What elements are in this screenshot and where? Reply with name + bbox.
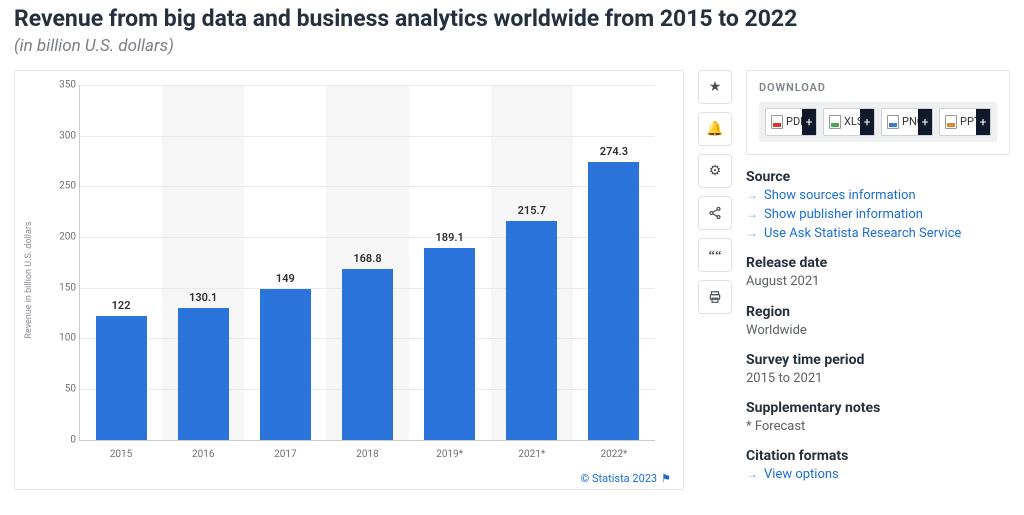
source-link-sources[interactable]: Show sources information bbox=[746, 187, 1010, 206]
source-link-publisher[interactable]: Show publisher information bbox=[746, 206, 1010, 225]
x-tick: 2019* bbox=[410, 449, 490, 460]
grid-line bbox=[80, 136, 655, 137]
share-icon bbox=[708, 206, 722, 220]
quote-icon: ““ bbox=[709, 247, 722, 263]
region-heading: Region bbox=[746, 304, 1010, 320]
download-xls-button[interactable]: XLS+ bbox=[823, 108, 875, 136]
y-axis-label: Revenue in billion U.S. dollars bbox=[24, 221, 34, 338]
gear-icon: ⚙ bbox=[709, 163, 722, 179]
plus-icon: + bbox=[860, 109, 874, 135]
chart-toolbar: ★ 🔔 ⚙ ““ bbox=[698, 70, 732, 497]
source-heading: Source bbox=[746, 169, 1010, 185]
print-icon bbox=[708, 290, 722, 304]
survey-heading: Survey time period bbox=[746, 352, 1010, 368]
x-tick: 2015 bbox=[81, 449, 161, 460]
file-icon bbox=[829, 115, 841, 129]
download-panel: DOWNLOAD PDF+XLS+PNG+PPT+ bbox=[746, 70, 1010, 155]
y-tick: 300 bbox=[46, 130, 76, 141]
x-tick: 2016 bbox=[163, 449, 243, 460]
bar-value-label: 149 bbox=[255, 272, 315, 285]
release-heading: Release date bbox=[746, 255, 1010, 271]
chart-area: 0501001502002503003501222015130.12016149… bbox=[79, 85, 655, 441]
grid-line bbox=[80, 186, 655, 187]
file-icon bbox=[945, 115, 957, 129]
supp-heading: Supplementary notes bbox=[746, 400, 1010, 416]
download-row: PDF+XLS+PNG+PPT+ bbox=[759, 102, 997, 142]
source-block: Source Show sources information Show pub… bbox=[746, 169, 1010, 244]
release-value: August 2021 bbox=[746, 273, 1010, 291]
region-block: Region Worldwide bbox=[746, 304, 1010, 340]
y-tick: 200 bbox=[46, 232, 76, 243]
bar[interactable] bbox=[588, 162, 639, 440]
chart-credit: © Statista 2023⚑ bbox=[581, 472, 671, 485]
file-icon bbox=[771, 115, 783, 129]
chart-panel: Revenue in billion U.S. dollars 05010015… bbox=[14, 70, 684, 490]
x-tick: 2018 bbox=[328, 449, 408, 460]
bar[interactable] bbox=[178, 308, 229, 440]
supp-value: * Forecast bbox=[746, 418, 1010, 436]
x-tick: 2022* bbox=[574, 449, 654, 460]
bar-value-label: 168.8 bbox=[338, 252, 398, 265]
notify-button[interactable]: 🔔 bbox=[698, 112, 732, 146]
y-tick: 350 bbox=[46, 79, 76, 90]
y-tick: 0 bbox=[46, 434, 76, 445]
bar[interactable] bbox=[96, 316, 147, 440]
y-tick: 150 bbox=[46, 282, 76, 293]
bar[interactable] bbox=[506, 221, 557, 440]
plus-icon: + bbox=[802, 109, 816, 135]
x-tick: 2021* bbox=[492, 449, 572, 460]
y-tick: 100 bbox=[46, 333, 76, 344]
bar[interactable] bbox=[260, 289, 311, 440]
cite-heading: Citation formats bbox=[746, 448, 1010, 464]
file-icon bbox=[887, 115, 899, 129]
share-button[interactable] bbox=[698, 196, 732, 230]
download-png-button[interactable]: PNG+ bbox=[881, 108, 933, 136]
star-icon: ★ bbox=[709, 79, 722, 95]
info-column: DOWNLOAD PDF+XLS+PNG+PPT+ Source Show so… bbox=[746, 70, 1010, 497]
bar[interactable] bbox=[424, 248, 475, 440]
bar-value-label: 122 bbox=[91, 299, 151, 312]
print-button[interactable] bbox=[698, 280, 732, 314]
plus-icon: + bbox=[976, 109, 990, 135]
favorite-button[interactable]: ★ bbox=[698, 70, 732, 104]
grid-line bbox=[80, 237, 655, 238]
page-subtitle: (in billion U.S. dollars) bbox=[14, 36, 1010, 56]
bar-value-label: 130.1 bbox=[173, 291, 233, 304]
survey-block: Survey time period 2015 to 2021 bbox=[746, 352, 1010, 388]
bar-value-label: 274.3 bbox=[584, 145, 644, 158]
download-pdf-button[interactable]: PDF+ bbox=[765, 108, 817, 136]
bell-icon: 🔔 bbox=[706, 121, 723, 137]
bar-value-label: 189.1 bbox=[420, 231, 480, 244]
release-block: Release date August 2021 bbox=[746, 255, 1010, 291]
settings-button[interactable]: ⚙ bbox=[698, 154, 732, 188]
bar[interactable] bbox=[342, 269, 393, 440]
y-tick: 50 bbox=[46, 384, 76, 395]
bar-value-label: 215.7 bbox=[502, 204, 562, 217]
grid-line bbox=[80, 85, 655, 86]
download-ppt-button[interactable]: PPT+ bbox=[939, 108, 991, 136]
page-title: Revenue from big data and business analy… bbox=[14, 4, 1010, 34]
cite-link[interactable]: View options bbox=[746, 466, 1010, 485]
download-heading: DOWNLOAD bbox=[759, 81, 997, 94]
y-tick: 250 bbox=[46, 181, 76, 192]
region-value: Worldwide bbox=[746, 322, 1010, 340]
x-tick: 2017 bbox=[245, 449, 325, 460]
plus-icon: + bbox=[918, 109, 932, 135]
cite-block: Citation formats View options bbox=[746, 448, 1010, 485]
cite-button[interactable]: ““ bbox=[698, 238, 732, 272]
supp-block: Supplementary notes * Forecast bbox=[746, 400, 1010, 436]
flag-icon: ⚑ bbox=[661, 472, 671, 485]
source-link-ask[interactable]: Use Ask Statista Research Service bbox=[746, 225, 1010, 244]
survey-value: 2015 to 2021 bbox=[746, 370, 1010, 388]
